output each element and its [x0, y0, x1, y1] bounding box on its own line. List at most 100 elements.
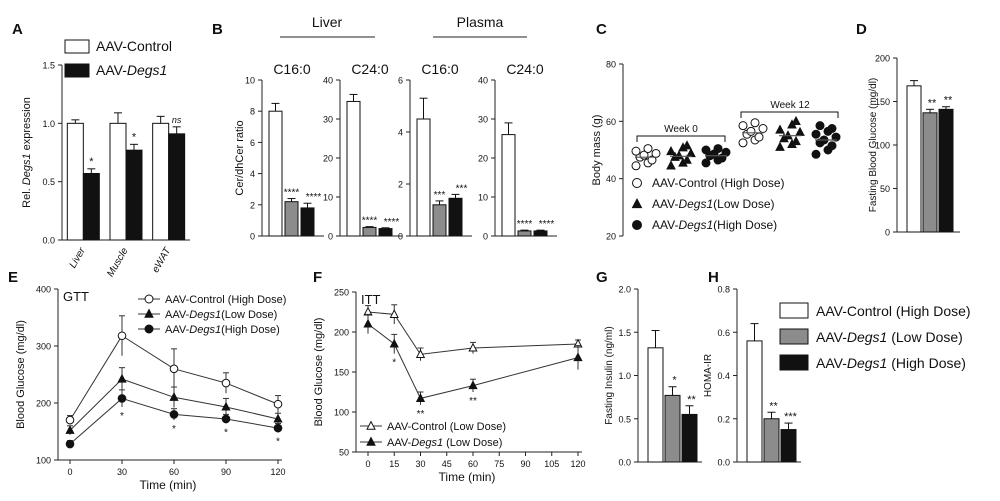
- panel-c-y-tick-label: 20: [606, 232, 616, 242]
- panel-h-label: H: [708, 269, 719, 286]
- panel-a-bar: [109, 122, 127, 241]
- panel-b-group-header: Plasma: [457, 14, 504, 30]
- panel-d-y-tick-label: 200: [875, 54, 890, 64]
- panel-a-x-tick-label: eWAT: [150, 245, 173, 275]
- panel-c-point: [682, 140, 692, 150]
- panel-b-y-tick-label: 8: [250, 107, 255, 117]
- panel-e-point: [221, 378, 231, 388]
- panel-f-point: [573, 352, 583, 362]
- panel-f-point: [363, 318, 373, 328]
- panel-d-significance: **: [928, 97, 937, 109]
- panel-a-legend-label: AAV-Degs1: [96, 62, 167, 78]
- panel-e-point: [221, 414, 231, 424]
- panel-d-label: D: [856, 21, 867, 38]
- panel-b-group-header: Liver: [312, 14, 343, 30]
- panel-b-y-tick-label: 10: [245, 76, 255, 86]
- panel-a-bar: [125, 149, 143, 241]
- panel-e-legend-marker: [144, 324, 154, 334]
- panel-c-point: [666, 160, 676, 170]
- panel-e-point: [117, 373, 127, 383]
- panel-c-point: [791, 135, 801, 146]
- panel-f-legend-label: AAV-Degs1 (Low Dose): [387, 437, 502, 449]
- panel-f-legend-marker: [366, 420, 376, 430]
- panel-b-y-tick-label: 0: [250, 232, 255, 242]
- panel-b-y-tick-label: 20: [323, 154, 333, 164]
- panel-f: F 50 100 150 200 250 0 15 30 45 60 75 90 105 120 Time …: [313, 269, 586, 484]
- panel-g-label: G: [596, 269, 608, 286]
- panel-f-x-tick-label: 120: [570, 459, 585, 469]
- panel-h-bar: [763, 418, 780, 463]
- panel-g-bar: [647, 347, 664, 463]
- panel-d-y-tick-label: 50: [880, 184, 890, 194]
- panel-d-y-tick-label: 0: [885, 228, 890, 238]
- panel-c-legend-marker: [632, 220, 642, 230]
- panel-c-point: [754, 132, 764, 142]
- panel-f-label: F: [313, 269, 322, 286]
- panel-f-significance: **: [417, 409, 425, 420]
- panel-f-point: [389, 338, 399, 348]
- panel-e-point: [273, 413, 283, 423]
- panel-b-y-tick-label: 4: [398, 128, 403, 138]
- panel-e-point: [117, 331, 127, 341]
- panel-c-point: [775, 124, 785, 134]
- panel-c-point: [682, 154, 692, 164]
- panel-h-legend-swatch: [779, 328, 809, 345]
- panel-e-y-axis-label: Blood Glucose (mg/dl): [15, 320, 27, 429]
- panel-c-y-tick-label: 60: [606, 117, 616, 127]
- panel-b-y-tick-label: 40: [478, 76, 488, 86]
- panel-b-bar: [416, 118, 431, 237]
- panel-g-significance: **: [687, 394, 696, 406]
- panel-f-point: [468, 380, 478, 390]
- panel-c-y-axis-label: Body mass (g): [591, 115, 603, 186]
- panel-d-y-axis-label: Fasting Blood Glucose (mg/dl): [868, 78, 879, 213]
- panel-c-point: [750, 118, 760, 128]
- panel-f-x-tick-label: 0: [365, 459, 370, 469]
- panel-h-y-axis-label: HOMA-IR: [703, 354, 714, 397]
- panel-e-y-tick-label: 300: [36, 342, 51, 352]
- panel-c-point: [631, 146, 641, 156]
- panel-b-bar: [448, 197, 463, 237]
- panel-b-bar: [300, 207, 315, 237]
- panel-e-point: [169, 410, 179, 419]
- panel-c: C 20 40 60 80 Body mass (g) Week 0 Week 12 AAV-…: [591, 21, 841, 242]
- panel-f-x-tick-label: 75: [494, 459, 504, 469]
- panel-c-period-label: Week 0: [664, 124, 698, 135]
- panel-b-bar: [517, 230, 532, 237]
- panel-c-point: [758, 124, 768, 133]
- panel-c-legend-label: AAV-Control (High Dose): [652, 176, 785, 190]
- panel-c-point: [666, 145, 676, 156]
- panel-b-label: B: [212, 21, 223, 38]
- panel-c-y-tick-label: 80: [606, 60, 616, 70]
- panel-e-x-tick-label: 120: [270, 467, 285, 477]
- panel-e-legend-label: AAV-Control (High Dose): [165, 294, 286, 306]
- panel-h-significance: ***: [784, 411, 798, 423]
- panel-c-point: [647, 155, 657, 165]
- panel-a-legend-swatch: [64, 63, 90, 78]
- panel-b-significance: ****: [539, 219, 555, 230]
- panel-f-y-tick-label: 100: [334, 408, 349, 418]
- panel-a-legend-label: AAV-Control: [96, 38, 172, 54]
- panel-b-significance: ****: [362, 216, 378, 227]
- panel-f-x-tick-label: 45: [442, 459, 452, 469]
- panel-c-point: [631, 161, 641, 171]
- panel-h-bar: [780, 429, 797, 463]
- panel-h-significance: **: [769, 400, 778, 412]
- panel-e-x-tick-label: 90: [221, 467, 231, 477]
- panel-f-y-tick-label: 250: [334, 288, 349, 298]
- panel-h-y-tick-label: 0.2: [717, 414, 730, 424]
- panel-h: H 0.00.20.40.60.8HOMA-IR*****AAV-Control…: [703, 269, 971, 468]
- panel-e-point: [169, 392, 179, 401]
- panel-h-y-tick-label: 0.6: [717, 328, 730, 338]
- panel-g-y-axis-label: Fasting Insulin (ng/ml): [604, 326, 615, 424]
- panel-c-legend-label: AAV-Degs1(Low Dose): [652, 197, 775, 211]
- panel-b-significance: ****: [384, 217, 400, 228]
- panel-f-x-tick-label: 60: [468, 459, 478, 469]
- panel-a-y-tick-label: 1.0: [42, 119, 55, 129]
- panel-a-y-tick-label: 0.5: [42, 177, 55, 187]
- panel-d-bar: [906, 85, 922, 233]
- panel-b-y-tick-label: 0: [328, 232, 333, 242]
- panel-c-point: [815, 121, 825, 131]
- panel-c-legend-marker: [631, 197, 643, 209]
- panel-g-y-tick-label: 1.5: [618, 328, 631, 338]
